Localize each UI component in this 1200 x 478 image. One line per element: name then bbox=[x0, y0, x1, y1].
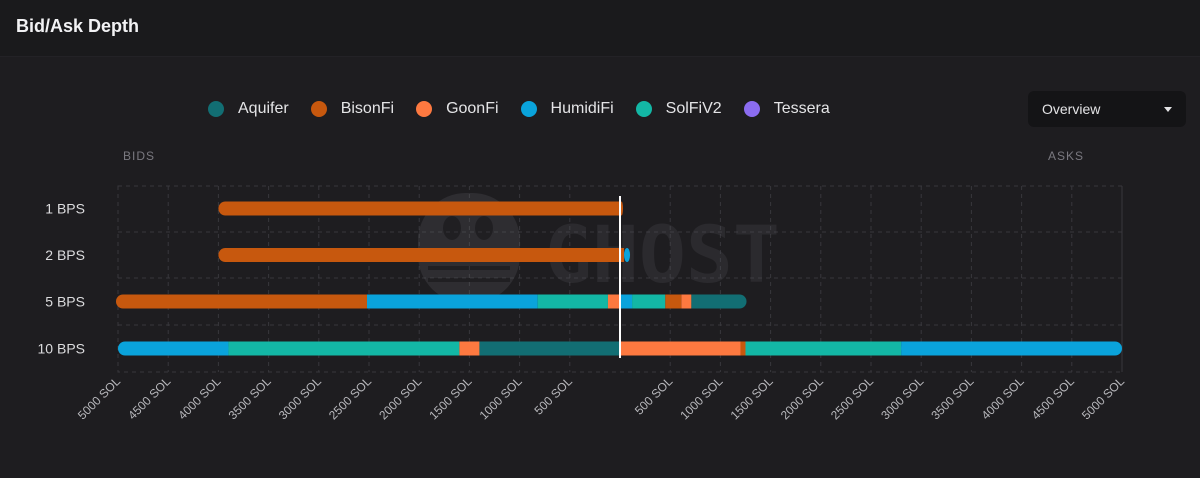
x-tick-label: 500 SOL bbox=[632, 374, 676, 418]
legend-label: GoonFi bbox=[446, 100, 499, 117]
bar-segment-2bps-ask-bisonfi bbox=[620, 248, 625, 262]
bar-segment-5bps-bid-humidifi bbox=[366, 294, 538, 309]
x-tick-label: 3000 SOL bbox=[276, 374, 324, 422]
legend-item-goonfi[interactable]: GoonFi bbox=[416, 100, 499, 118]
bar-segment-edge bbox=[613, 201, 620, 216]
view-select-value: Overview bbox=[1042, 101, 1101, 117]
x-tick-label: 2500 SOL bbox=[326, 374, 374, 422]
bar-segment-5bps-ask-aquifer bbox=[691, 294, 747, 309]
bar-segment-2bps-ask-humidifi bbox=[624, 248, 631, 262]
legend-label: Tessera bbox=[773, 100, 830, 117]
x-tick-label: 500 SOL bbox=[532, 374, 576, 418]
x-tick-label: 3500 SOL bbox=[226, 374, 274, 422]
category-label: 10 BPS bbox=[38, 341, 85, 357]
legend-item-solfiv2[interactable]: SolFiV2 bbox=[635, 100, 722, 118]
bar-segment-10bps-bid-aquifer bbox=[479, 341, 620, 356]
bar-segment-edge bbox=[613, 248, 620, 262]
bar-segment-5bps-ask-solfiv2 bbox=[632, 294, 666, 309]
chart-legend: Aquifer BisonFi GoonFi HumidiFi SolFiV2 Tesse… bbox=[208, 97, 852, 121]
legend-label: Aquifer bbox=[238, 100, 289, 117]
plot-border bbox=[117, 185, 1123, 373]
bar-segment-2bps-bid-bisonfi bbox=[218, 248, 620, 262]
x-tick-label: 5000 SOL bbox=[75, 374, 123, 422]
legend-item-aquifer[interactable]: Aquifer bbox=[208, 100, 289, 118]
bar-segment-edge bbox=[691, 294, 699, 309]
legend-label: HumidiFi bbox=[550, 100, 614, 117]
x-tick-label: 5000 SOL bbox=[1079, 374, 1127, 422]
x-tick-label: 1000 SOL bbox=[477, 374, 525, 422]
header: Bid/Ask Depth bbox=[0, 0, 1200, 57]
bar-segment-5bps-bid-goonfi bbox=[607, 294, 620, 309]
x-tick-label: 1500 SOL bbox=[426, 374, 474, 422]
legend-dot-icon bbox=[520, 101, 537, 117]
bar-segment-5bps-ask-bisonfi bbox=[665, 294, 682, 309]
legend-dot-icon bbox=[208, 101, 224, 117]
bar-segment-5bps-bid-solfiv2 bbox=[537, 294, 608, 309]
bids-label: BIDS bbox=[123, 149, 155, 163]
chevron-down-icon bbox=[1164, 107, 1172, 112]
bar-segment-1bps-bid-bisonfi bbox=[218, 201, 620, 216]
x-tick-label: 2000 SOL bbox=[778, 374, 826, 422]
legend-item-humidifi[interactable]: HumidiFi bbox=[520, 100, 614, 118]
bar-segment-10bps-bid-humidifi bbox=[118, 341, 229, 356]
x-tick-label: 3500 SOL bbox=[928, 374, 976, 422]
bar-segment-edge bbox=[359, 294, 367, 309]
category-label: 2 BPS bbox=[45, 247, 85, 263]
legend-item-tessera[interactable]: Tessera bbox=[743, 100, 830, 118]
legend-dot-icon bbox=[310, 101, 327, 117]
page-title: Bid/Ask Depth bbox=[16, 16, 140, 36]
bar-segment-5bps-ask-humidifi bbox=[620, 294, 633, 309]
category-label: 5 BPS bbox=[45, 294, 85, 310]
legend-dot-icon bbox=[416, 101, 433, 117]
chart-bars bbox=[115, 201, 1122, 356]
bar-segment-5bps-ask-goonfi bbox=[681, 294, 692, 309]
bar-segment-10bps-ask-solfiv2 bbox=[745, 341, 902, 356]
asks-label: ASKS bbox=[1048, 149, 1084, 163]
bar-segment-10bps-ask-bisonfi bbox=[740, 341, 746, 356]
x-tick-label: 4000 SOL bbox=[979, 374, 1027, 422]
x-tick-label: 3000 SOL bbox=[878, 374, 926, 422]
x-tick-label: 2000 SOL bbox=[376, 374, 424, 422]
legend-dot-icon bbox=[743, 101, 760, 117]
x-tick-label: 4500 SOL bbox=[1029, 374, 1077, 422]
chart-grid bbox=[117, 185, 1123, 373]
legend-dot-icon bbox=[635, 101, 652, 117]
x-tick-label: 1000 SOL bbox=[677, 374, 725, 422]
x-tick-label: 1500 SOL bbox=[728, 374, 776, 422]
bar-segment-10bps-bid-goonfi bbox=[459, 341, 480, 356]
bar-segment-10bps-bid-solfiv2 bbox=[228, 341, 460, 356]
legend-label: BisonFi bbox=[340, 100, 395, 117]
bar-segment-10bps-ask-humidifi bbox=[901, 341, 1122, 356]
bar-segment-edge bbox=[221, 341, 229, 356]
view-select-dropdown[interactable]: Overview bbox=[1028, 91, 1186, 127]
bar-segment-5bps-bid-bisonfi bbox=[115, 294, 367, 309]
bar-segment-edge bbox=[901, 341, 909, 356]
legend-label: SolFiV2 bbox=[665, 100, 722, 117]
category-label: 1 BPS bbox=[45, 201, 85, 217]
legend-item-bisonfi[interactable]: BisonFi bbox=[310, 100, 395, 118]
x-tick-label: 2500 SOL bbox=[828, 374, 876, 422]
bar-segment-10bps-ask-goonfi bbox=[620, 341, 741, 356]
x-tick-label: 4500 SOL bbox=[125, 374, 173, 422]
x-tick-label: 4000 SOL bbox=[175, 374, 223, 422]
